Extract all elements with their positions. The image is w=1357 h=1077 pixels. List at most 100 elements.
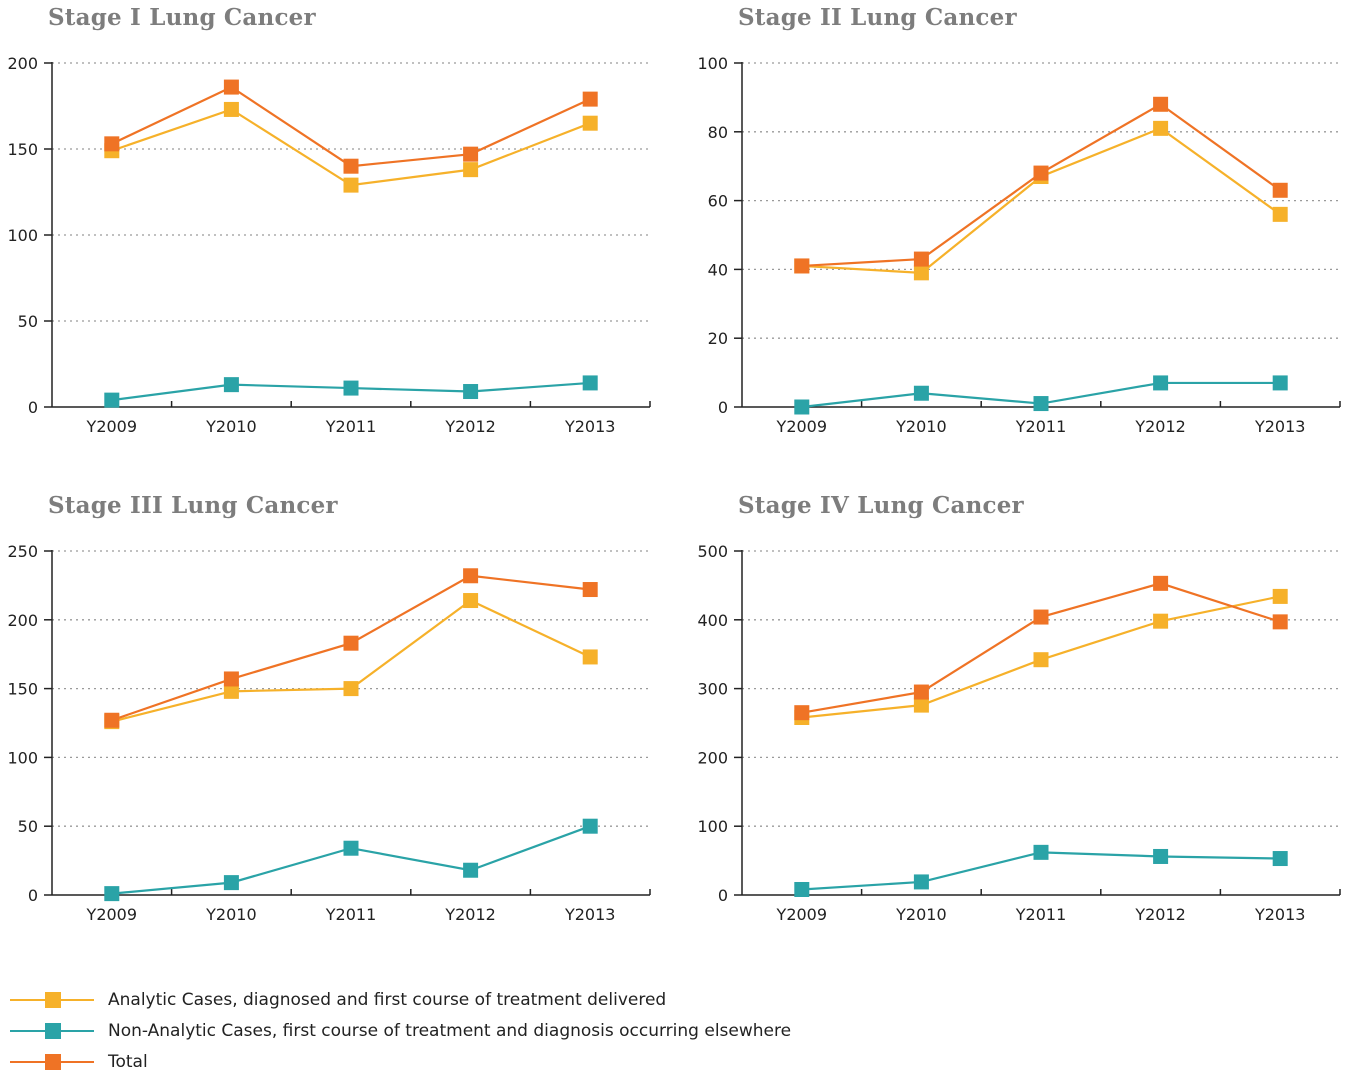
y-tick-label: 0	[718, 398, 728, 417]
x-tick-label: Y2010	[205, 417, 257, 436]
data-point-total	[104, 712, 120, 728]
x-tick-label: Y2009	[86, 905, 138, 924]
chart-panel-stage-1: Stage I Lung Cancer 0 50 100 150 200 Y2009 Y20…	[0, 0, 660, 460]
data-point-nonanalytic	[794, 399, 810, 415]
data-point-nonanalytic	[104, 392, 120, 408]
x-tick-label: Y2012	[1134, 905, 1186, 924]
data-point-nonanalytic	[794, 881, 810, 897]
y-tick-label: 200	[7, 54, 38, 73]
data-point-total	[343, 158, 359, 174]
data-point-nonanalytic	[1272, 375, 1288, 391]
chart-title: Stage IV Lung Cancer	[738, 492, 1024, 519]
series-line-analytic	[111, 108, 591, 187]
x-tick-label: Y2009	[86, 417, 138, 436]
y-tick-label: 150	[7, 140, 38, 159]
y-tick-label: 100	[697, 54, 728, 73]
data-point-nonanalytic	[223, 875, 239, 891]
x-tick-label: Y2010	[205, 905, 257, 924]
y-tick-label: 100	[7, 748, 38, 767]
chart-title: Stage II Lung Cancer	[738, 4, 1017, 31]
y-tick-label: 80	[708, 123, 728, 142]
chart-title: Stage III Lung Cancer	[48, 492, 338, 519]
data-point-nonanalytic	[1272, 851, 1288, 867]
data-point-nonanalytic	[1033, 396, 1049, 412]
x-tick-label: Y2012	[444, 417, 496, 436]
x-tick-label: Y2013	[564, 905, 616, 924]
data-point-nonanalytic	[913, 385, 929, 401]
data-point-nonanalytic	[463, 384, 479, 400]
data-point-total	[582, 91, 598, 107]
data-point-analytic	[223, 683, 239, 699]
data-point-total	[1033, 609, 1049, 625]
data-point-total	[913, 684, 929, 700]
legend-item-nonanalytic: Non-Analytic Cases, first course of trea…	[10, 1015, 791, 1046]
chart-title: Stage I Lung Cancer	[48, 4, 316, 31]
series-line-total	[801, 582, 1281, 714]
data-point-total	[104, 136, 120, 152]
x-tick-label: Y2013	[564, 417, 616, 436]
legend-label-analytic: Analytic Cases, diagnosed and first cour…	[108, 989, 667, 1010]
data-point-total	[794, 258, 810, 274]
series-line-analytic	[111, 599, 591, 723]
data-point-nonanalytic	[913, 874, 929, 890]
data-point-total	[913, 251, 929, 267]
x-tick-label: Y2013	[1254, 417, 1306, 436]
series-line-analytic	[801, 127, 1281, 274]
x-tick-label: Y2011	[1015, 905, 1067, 924]
data-point-analytic	[343, 681, 359, 697]
data-point-analytic	[1272, 206, 1288, 222]
data-point-analytic	[1033, 652, 1049, 668]
y-tick-label: 40	[708, 260, 728, 279]
y-tick-label: 20	[708, 329, 728, 348]
legend-item-total: Total	[10, 1046, 791, 1077]
data-point-analytic	[223, 101, 239, 117]
data-point-total	[463, 146, 479, 162]
x-tick-label: Y2009	[776, 417, 828, 436]
legend-swatch-total	[10, 1052, 94, 1072]
data-point-nonanalytic	[343, 380, 359, 396]
y-tick-label: 500	[697, 542, 728, 561]
chart-plot: 0 20 40 60 80 100 Y2009 Y2010 Y2011 Y2012 Y2013	[697, 54, 1341, 436]
y-tick-label: 200	[7, 611, 38, 630]
data-point-analytic	[582, 649, 598, 665]
chart-panel-stage-4: Stage IV Lung Cancer 0 100 200 300 400 500 Y20…	[690, 488, 1350, 948]
y-tick-label: 400	[697, 611, 728, 630]
x-tick-label: Y2010	[895, 905, 947, 924]
x-tick-label: Y2011	[1015, 417, 1067, 436]
data-point-total	[582, 582, 598, 598]
x-tick-label: Y2009	[776, 905, 828, 924]
chart-panel-stage-3: Stage III Lung Cancer 0 50 100 150 200 250 Y20…	[0, 488, 660, 948]
y-tick-label: 0	[718, 886, 728, 905]
y-tick-label: 50	[18, 817, 38, 836]
data-point-total	[1272, 614, 1288, 630]
data-point-nonanalytic	[1033, 844, 1049, 860]
data-point-total	[1153, 575, 1169, 591]
legend-label-total: Total	[108, 1051, 148, 1072]
data-point-total	[223, 79, 239, 95]
chart-panel-stage-2: Stage II Lung Cancer 0 20 40 60 80 100 Y2009 Y2…	[690, 0, 1350, 460]
data-point-total	[1033, 165, 1049, 181]
data-point-total	[463, 568, 479, 584]
data-point-nonanalytic	[463, 862, 479, 878]
y-tick-label: 100	[697, 817, 728, 836]
data-point-analytic	[1272, 588, 1288, 604]
data-point-analytic	[343, 177, 359, 193]
data-point-total	[223, 671, 239, 687]
data-point-nonanalytic	[223, 377, 239, 393]
y-tick-label: 0	[28, 398, 38, 417]
series-line-total	[801, 102, 1281, 268]
legend-item-analytic: Analytic Cases, diagnosed and first cour…	[10, 984, 791, 1015]
data-point-analytic	[1153, 613, 1169, 629]
y-tick-label: 200	[697, 748, 728, 767]
data-point-analytic	[463, 593, 479, 609]
data-point-total	[794, 705, 810, 721]
data-point-nonanalytic	[1153, 375, 1169, 391]
data-point-analytic	[1153, 120, 1169, 136]
x-tick-label: Y2013	[1254, 905, 1306, 924]
data-point-nonanalytic	[582, 818, 598, 834]
x-tick-label: Y2011	[325, 905, 377, 924]
data-point-analytic	[913, 265, 929, 281]
y-tick-label: 100	[7, 226, 38, 245]
data-point-nonanalytic	[343, 840, 359, 856]
chart-plot: 0 50 100 150 200 Y2009 Y2010 Y2011 Y2012 Y2013	[7, 54, 651, 436]
